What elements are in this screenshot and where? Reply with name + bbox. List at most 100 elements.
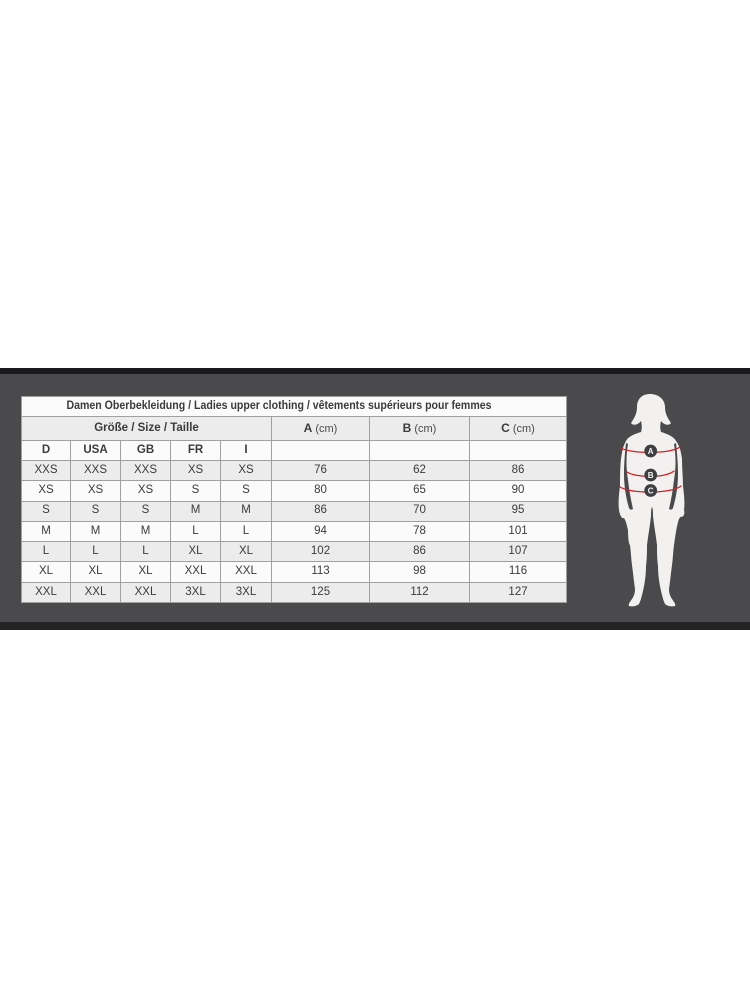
cell-gb: XL xyxy=(120,561,171,583)
cell-d: XXL xyxy=(21,581,71,604)
cell-i: XXL xyxy=(220,561,272,583)
cell-b: 65 xyxy=(369,480,470,502)
col-header-d: D xyxy=(21,439,71,462)
cell-gb: XS xyxy=(120,480,171,502)
cell-fr: XXL xyxy=(170,561,221,583)
col-header-usa: USA xyxy=(70,439,121,462)
cell-i: XL xyxy=(220,541,272,563)
cell-d: XXS xyxy=(21,460,71,482)
marker-b-label: B xyxy=(648,471,654,480)
cell-fr: XL xyxy=(170,541,221,563)
table-row: XXS XXS XXS XS XS 76 62 86 xyxy=(21,460,568,482)
cell-b: 86 xyxy=(369,541,470,563)
size-group-header: Größe / Size / Taille xyxy=(21,416,272,441)
banner-bottom-edge xyxy=(0,622,750,630)
cell-gb: S xyxy=(120,500,171,522)
measure-letter-c: C xyxy=(501,420,510,435)
cell-fr: L xyxy=(170,520,221,543)
group-header-row: Größe / Size / Taille A (cm) B (cm) C (cm) xyxy=(21,416,568,441)
cell-c: 90 xyxy=(468,480,568,502)
cell-b: 112 xyxy=(369,581,470,604)
cell-a: 113 xyxy=(271,561,370,583)
cell-c: 101 xyxy=(468,520,568,543)
size-chart-banner: Damen Oberbekleidung / Ladies upper clot… xyxy=(0,374,750,622)
measure-unit-b: (cm) xyxy=(414,422,437,435)
table-row: XXL XXL XXL 3XL 3XL 125 112 127 xyxy=(21,581,568,604)
cell-b: 98 xyxy=(369,561,470,583)
cell-d: M xyxy=(21,520,71,543)
cell-i: M xyxy=(220,500,272,522)
cell-c: 116 xyxy=(468,561,568,583)
cell-i: XS xyxy=(220,460,272,482)
body-measurement-figure: A B C xyxy=(600,386,700,610)
empty-cell-b xyxy=(369,439,470,462)
empty-cell-a xyxy=(271,439,370,462)
measure-letter-a: A xyxy=(303,420,313,435)
region-header-row: D USA GB FR I xyxy=(21,439,568,462)
table-row: XL XL XL XXL XXL 113 98 116 xyxy=(21,561,568,583)
table-row: S S S M M 86 70 95 xyxy=(21,500,568,522)
cell-a: 94 xyxy=(271,520,370,543)
cell-usa: M xyxy=(70,520,121,543)
cell-c: 107 xyxy=(468,541,568,563)
cell-a: 80 xyxy=(271,480,370,502)
cell-fr: M xyxy=(170,500,221,522)
cell-d: XS xyxy=(21,480,71,502)
cell-c: 95 xyxy=(468,500,568,522)
cell-usa: XS xyxy=(70,480,121,502)
table-row: M M M L L 94 78 101 xyxy=(21,520,568,543)
cell-fr: XS xyxy=(170,460,221,482)
table-title-row: Damen Oberbekleidung / Ladies upper clot… xyxy=(20,395,568,418)
measure-letter-b: B xyxy=(402,420,412,435)
cell-fr: S xyxy=(170,480,221,502)
cell-a: 125 xyxy=(271,581,370,604)
cell-a: 76 xyxy=(271,460,370,482)
cell-usa: XL xyxy=(70,561,121,583)
female-silhouette xyxy=(618,394,685,607)
marker-c-circle xyxy=(644,484,658,497)
cell-gb: XXS xyxy=(120,460,171,482)
cell-gb: XXL xyxy=(120,581,171,604)
cell-b: 78 xyxy=(369,520,470,543)
cell-gb: L xyxy=(120,541,171,563)
col-header-a: A (cm) xyxy=(271,416,370,441)
empty-cell-c xyxy=(468,439,568,462)
cell-a: 102 xyxy=(271,541,370,563)
table-row: XS XS XS S S 80 65 90 xyxy=(21,480,568,502)
banner-top-edge xyxy=(0,368,750,374)
marker-a-circle xyxy=(644,444,658,458)
cell-b: 62 xyxy=(369,460,470,482)
cell-usa: XXL xyxy=(70,581,121,604)
cell-c: 86 xyxy=(468,460,568,482)
col-header-gb: GB xyxy=(120,439,171,462)
col-header-fr: FR xyxy=(170,439,221,462)
cell-usa: XXS xyxy=(70,460,121,482)
cell-gb: M xyxy=(120,520,171,543)
table-row: L L L XL XL 102 86 107 xyxy=(21,541,568,563)
col-header-c: C (cm) xyxy=(468,416,568,441)
table-title: Damen Oberbekleidung / Ladies upper clot… xyxy=(20,395,568,418)
marker-a-label: A xyxy=(648,447,654,456)
cell-i: 3XL xyxy=(220,581,272,604)
cell-i: S xyxy=(220,480,272,502)
marker-b-circle xyxy=(644,468,658,482)
cell-b: 70 xyxy=(369,500,470,522)
table-title-text: Damen Oberbekleidung / Ladies upper clot… xyxy=(65,399,492,412)
cell-a: 86 xyxy=(271,500,370,522)
size-chart-table: Damen Oberbekleidung / Ladies upper clot… xyxy=(20,395,568,604)
col-header-i: I xyxy=(220,439,272,462)
cell-i: L xyxy=(220,520,272,543)
measure-unit-c: (cm) xyxy=(512,422,535,435)
col-header-b: B (cm) xyxy=(369,416,470,441)
marker-c-label: C xyxy=(648,487,654,496)
measure-unit-a: (cm) xyxy=(315,422,338,435)
cell-d: XL xyxy=(21,561,71,583)
cell-d: L xyxy=(21,541,71,563)
cell-c: 127 xyxy=(468,581,568,604)
cell-usa: L xyxy=(70,541,121,563)
right-arm-gap xyxy=(669,443,678,510)
cell-d: S xyxy=(21,500,71,522)
left-arm-gap xyxy=(624,443,633,510)
cell-fr: 3XL xyxy=(170,581,221,604)
